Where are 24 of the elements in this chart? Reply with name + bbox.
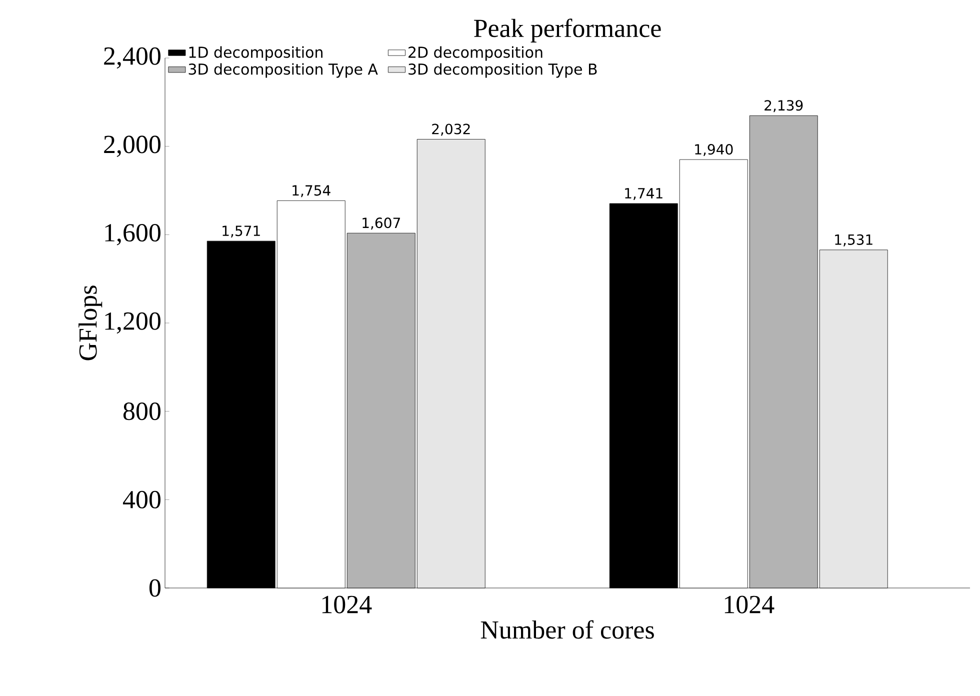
y-tick-label: 2,400 (104, 47, 160, 69)
x-tick-label: 1024 (724, 596, 774, 614)
y-tick-label: 0 (149, 579, 160, 597)
y-tick-label: 800 (123, 402, 160, 420)
x-axis-title: Number of cores (480, 620, 654, 639)
y-tick-label: 2,000 (104, 136, 160, 157)
data-label: 1,741 (625, 188, 662, 200)
data-label: 1,531 (835, 234, 872, 246)
y-tick-label: 400 (122, 490, 160, 508)
y-tick-label: 1,600 (105, 224, 160, 246)
legend-label: 1D decomposition (189, 46, 322, 61)
data-label: 2,139 (764, 100, 803, 112)
data-label: 1,754 (292, 185, 330, 198)
data-label: 1,607 (362, 218, 400, 230)
y-tick-label: 1,200 (105, 312, 160, 334)
legend-label: 3D decomposition Type A (188, 63, 378, 78)
data-label: 1,571 (222, 226, 260, 238)
x-tick-label: 1024 (322, 596, 372, 614)
legend-label: 2D decomposition (408, 46, 542, 61)
data-label: 1,940 (695, 144, 733, 156)
chart-title: Peak performance (474, 18, 661, 42)
y-axis-title: GFlops (78, 286, 102, 360)
data-label: 2,032 (432, 124, 470, 136)
legend-label: 3D decomposition Type B (408, 63, 597, 78)
